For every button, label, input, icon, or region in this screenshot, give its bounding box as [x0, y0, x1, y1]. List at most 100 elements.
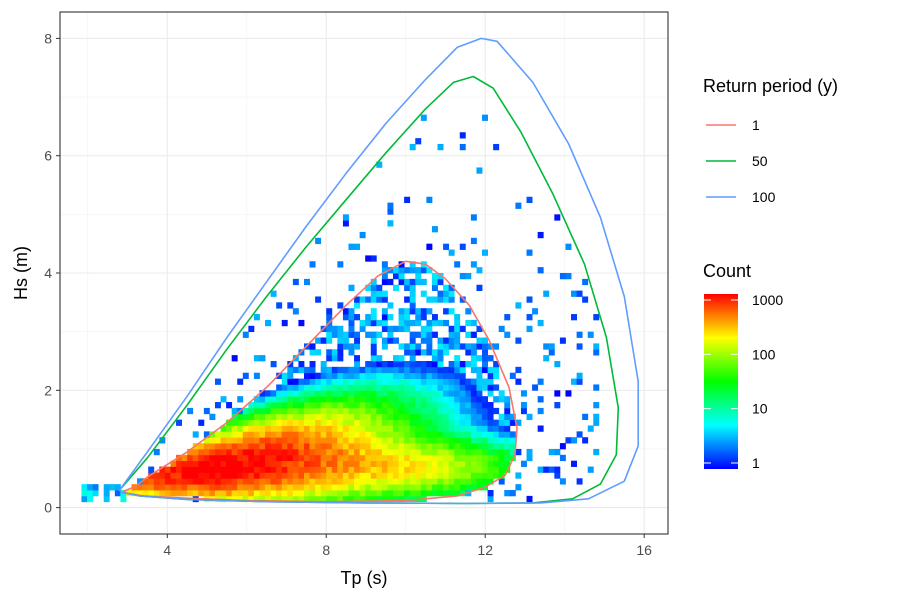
heatmap-tile [237, 378, 244, 385]
heatmap-tile [337, 495, 344, 503]
heatmap-tile [281, 419, 288, 426]
heatmap-tile [482, 349, 488, 356]
heatmap-tile [276, 495, 283, 503]
heatmap-tile [231, 460, 238, 467]
heatmap-tile [320, 419, 327, 426]
heatmap-tile [226, 472, 233, 479]
heatmap-tile [470, 460, 477, 467]
heatmap-tile [242, 454, 249, 462]
heatmap-tile [164, 466, 171, 473]
legend-label-50: 50 [752, 153, 768, 169]
contour-line-1 [122, 260, 518, 503]
heatmap-tile [87, 484, 93, 491]
heatmap-tile [153, 478, 160, 485]
heatmap-tile [331, 437, 338, 444]
heatmap-tile [387, 448, 394, 456]
heatmap-tile [253, 495, 260, 503]
heatmap-tile [248, 325, 255, 333]
heatmap-tile [231, 431, 238, 438]
heatmap-tile [365, 366, 372, 374]
heatmap-tile [354, 431, 361, 438]
heatmap-tile [393, 267, 399, 274]
heatmap-tile [393, 431, 399, 438]
heatmap-tile [387, 390, 394, 397]
heatmap-tile [309, 390, 316, 397]
heatmap-tile [587, 425, 594, 432]
heatmap-tile [370, 484, 377, 491]
heatmap-tile [359, 431, 366, 438]
heatmap-tile [420, 384, 427, 391]
heatmap-tile [420, 396, 427, 403]
heatmap-tile [470, 478, 477, 485]
heatmap-tile [309, 490, 316, 497]
heatmap-tile [320, 390, 327, 397]
heatmap-tile [381, 437, 388, 444]
heatmap-tile [409, 454, 416, 462]
colorbar-tick-label: 1000 [752, 292, 783, 308]
heatmap-tile [381, 490, 388, 497]
x-axis: 4 8 12 16 [163, 534, 652, 558]
heatmap-tile [509, 448, 516, 456]
heatmap-tile [159, 466, 166, 473]
heatmap-tile [420, 267, 427, 274]
heatmap-tile [459, 243, 466, 250]
heatmap-tile [426, 325, 433, 333]
heatmap-tile [359, 296, 366, 303]
heatmap-tile [231, 425, 238, 432]
heatmap-tile [493, 472, 500, 479]
heatmap-tile [365, 331, 372, 338]
heatmap-tile [398, 267, 405, 274]
heatmap-tile [148, 484, 155, 491]
heatmap-tile [342, 490, 349, 497]
y-axis-title: Hs (m) [11, 246, 31, 300]
heatmap-tile [415, 384, 422, 391]
heatmap-tile [198, 484, 205, 491]
heatmap-tile [287, 419, 294, 426]
heatmap-tile [226, 454, 233, 462]
heatmap-tile [187, 478, 194, 485]
heatmap-tile [398, 360, 405, 368]
heatmap-tile [370, 413, 377, 421]
heatmap-tile [393, 407, 399, 415]
heatmap-tile [287, 402, 294, 409]
heatmap-tile [103, 484, 110, 491]
heatmap-tile [320, 372, 327, 379]
heatmap-tile [409, 419, 416, 426]
heatmap-tile [470, 214, 477, 221]
heatmap-tile [454, 425, 461, 432]
heatmap-tile [365, 484, 372, 491]
heatmap-tile [203, 454, 210, 462]
heatmap-tile [393, 384, 399, 391]
heatmap-tile [315, 431, 322, 438]
heatmap-tile [431, 360, 438, 368]
heatmap-tile [348, 448, 355, 456]
heatmap-tile [437, 296, 444, 303]
heatmap-tile [270, 390, 277, 397]
heatmap-tile [443, 484, 450, 491]
heatmap-tile [187, 407, 194, 415]
heatmap-tile [437, 366, 444, 374]
heatmap-tile [259, 478, 266, 485]
heatmap-tile [504, 454, 511, 462]
heatmap-tile [448, 290, 455, 297]
heatmap-tile [342, 384, 349, 391]
heatmap-tile [409, 302, 416, 309]
heatmap-tile [326, 431, 333, 438]
heatmap-tile [337, 372, 344, 379]
heatmap-tile [259, 419, 266, 426]
heatmap-tile [426, 413, 433, 421]
heatmap-tile [454, 372, 461, 379]
heatmap-tile [409, 343, 416, 350]
heatmap-tile [487, 443, 494, 450]
heatmap-tile [454, 419, 461, 426]
heatmap-tile [342, 495, 349, 503]
heatmap-tile [426, 402, 433, 409]
heatmap-tile [409, 490, 416, 497]
heatmap-tile [214, 431, 221, 438]
heatmap-tile [409, 372, 416, 379]
heatmap-tile [393, 484, 399, 491]
heatmap-tile [404, 448, 411, 456]
heatmap-tile [209, 454, 216, 462]
heatmap-tile [259, 425, 266, 432]
